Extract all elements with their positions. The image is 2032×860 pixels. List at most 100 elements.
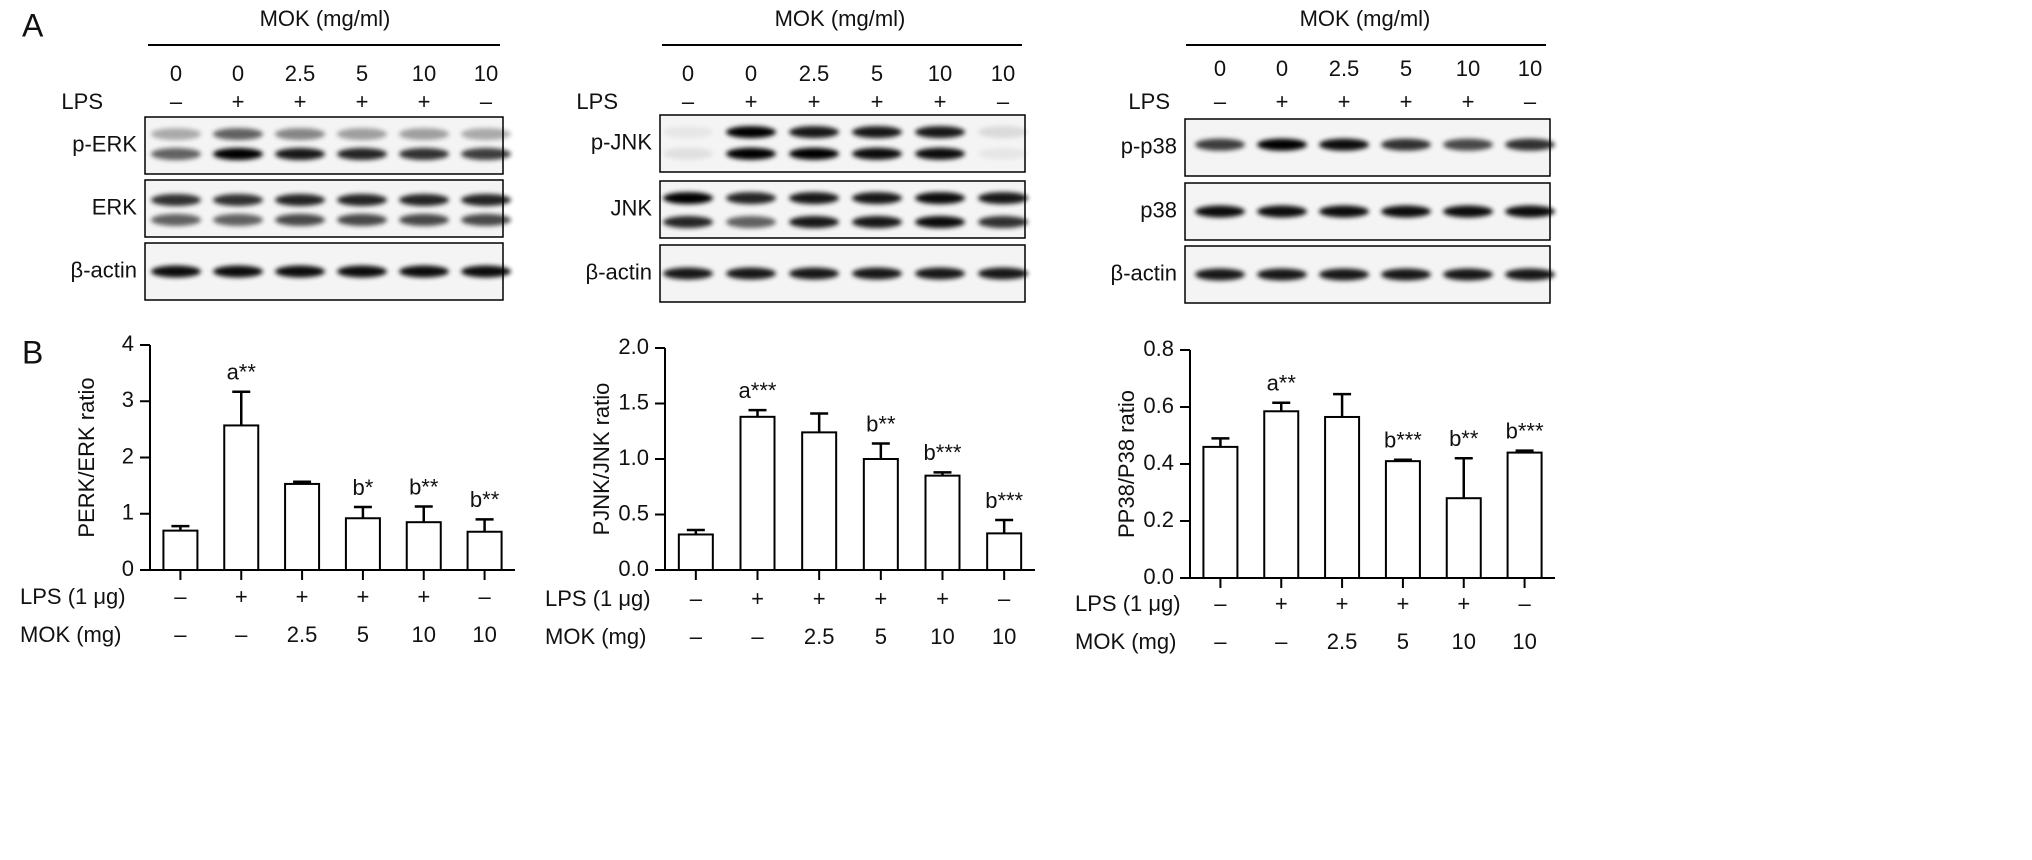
- dose-label: 0: [170, 61, 182, 86]
- y-tick-label: 0.6: [1143, 393, 1174, 418]
- bar: [986, 532, 1023, 571]
- x-row-value: +: [296, 584, 309, 609]
- bar: [344, 517, 381, 571]
- y-axis-label: PP38/P38 ratio: [1114, 390, 1139, 538]
- y-tick-label: 0: [122, 556, 134, 581]
- band: [1443, 268, 1493, 281]
- lps-sign: +: [1276, 89, 1289, 114]
- band: [151, 193, 201, 206]
- blot-box: [144, 179, 504, 238]
- bar: [284, 482, 321, 571]
- x-row-value: 2.5: [1327, 629, 1358, 654]
- band: [337, 213, 387, 226]
- band: [1505, 268, 1555, 281]
- band: [789, 216, 839, 229]
- blot-box: [659, 114, 1026, 173]
- bar: [924, 474, 961, 571]
- y-tick-label: 0.4: [1143, 450, 1174, 475]
- bar-label: b***: [985, 488, 1023, 513]
- dose-label: 10: [991, 61, 1015, 86]
- band: [461, 213, 511, 226]
- bar-label: b**: [409, 474, 439, 499]
- blot-box: [659, 180, 1026, 239]
- lps-sign: +: [1462, 89, 1475, 114]
- lps-sign: +: [232, 89, 245, 114]
- x-row-label: LPS (1 μg): [20, 584, 126, 609]
- dose-label: 0: [1214, 56, 1226, 81]
- x-row-value: 5: [1397, 629, 1409, 654]
- bar: [1263, 410, 1300, 579]
- blot-row-label: β-actin: [1111, 260, 1177, 285]
- y-tick-label: 1.5: [618, 389, 649, 414]
- x-row-label: MOK (mg): [545, 624, 646, 649]
- band: [1195, 205, 1245, 218]
- x-row-value: +: [813, 586, 826, 611]
- x-row-value: +: [751, 586, 764, 611]
- x-row-value: +: [1457, 591, 1470, 616]
- x-row-value: +: [1396, 591, 1409, 616]
- y-tick-label: 0.0: [618, 556, 649, 581]
- y-tick-label: 0.2: [1143, 507, 1174, 532]
- band: [275, 148, 325, 161]
- x-row-label: MOK (mg): [1075, 629, 1176, 654]
- x-row-value: 2.5: [287, 622, 318, 647]
- band: [663, 216, 713, 229]
- band: [399, 193, 449, 206]
- x-row-value: –: [1214, 629, 1227, 654]
- band: [915, 267, 965, 280]
- x-row-value: +: [1336, 591, 1349, 616]
- bar-label: b***: [1384, 428, 1422, 453]
- bar-label: a**: [1267, 371, 1297, 396]
- band: [1195, 138, 1245, 151]
- lps-label: LPS: [61, 89, 103, 114]
- x-row-value: –: [174, 622, 187, 647]
- band: [1319, 268, 1369, 281]
- bar-label: b**: [1449, 426, 1479, 451]
- x-row-value: –: [998, 586, 1011, 611]
- lps-sign: –: [1524, 89, 1537, 114]
- bar: [223, 424, 260, 571]
- x-row-value: –: [690, 586, 703, 611]
- x-row-value: –: [690, 624, 703, 649]
- lps-sign: +: [294, 89, 307, 114]
- dose-label: 0: [745, 61, 757, 86]
- band: [337, 148, 387, 161]
- band: [461, 128, 511, 141]
- band: [1319, 138, 1369, 151]
- band: [1319, 205, 1369, 218]
- band: [663, 126, 713, 139]
- dose-label: 10: [412, 61, 436, 86]
- band: [852, 147, 902, 160]
- band: [978, 267, 1028, 280]
- bar: [1202, 445, 1239, 579]
- band: [726, 147, 776, 160]
- band: [337, 193, 387, 206]
- band: [1195, 268, 1245, 281]
- band: [151, 148, 201, 161]
- x-row-value: +: [417, 584, 430, 609]
- blot-header: MOK (mg/ml): [1300, 6, 1431, 31]
- dose-label: 2.5: [285, 61, 316, 86]
- x-row-value: 10: [992, 624, 1016, 649]
- lps-sign: –: [682, 89, 695, 114]
- bar-label: a**: [227, 360, 257, 385]
- lps-sign: +: [418, 89, 431, 114]
- x-row-value: –: [174, 584, 187, 609]
- lps-sign: –: [170, 89, 183, 114]
- lps-label: LPS: [576, 89, 618, 114]
- band: [275, 193, 325, 206]
- blot-box: [659, 244, 1026, 303]
- y-tick-label: 1.0: [618, 445, 649, 470]
- lps-sign: –: [997, 89, 1010, 114]
- x-row-value: 5: [875, 624, 887, 649]
- x-row-value: +: [1275, 591, 1288, 616]
- y-tick-label: 0.8: [1143, 336, 1174, 361]
- x-row-value: 10: [930, 624, 954, 649]
- x-row-value: –: [1214, 591, 1227, 616]
- bar-label: b***: [924, 440, 962, 465]
- x-row-value: +: [356, 584, 369, 609]
- band: [789, 126, 839, 139]
- dose-label: 0: [232, 61, 244, 86]
- dose-label: 2.5: [799, 61, 830, 86]
- blot-row-label: JNK: [610, 195, 652, 220]
